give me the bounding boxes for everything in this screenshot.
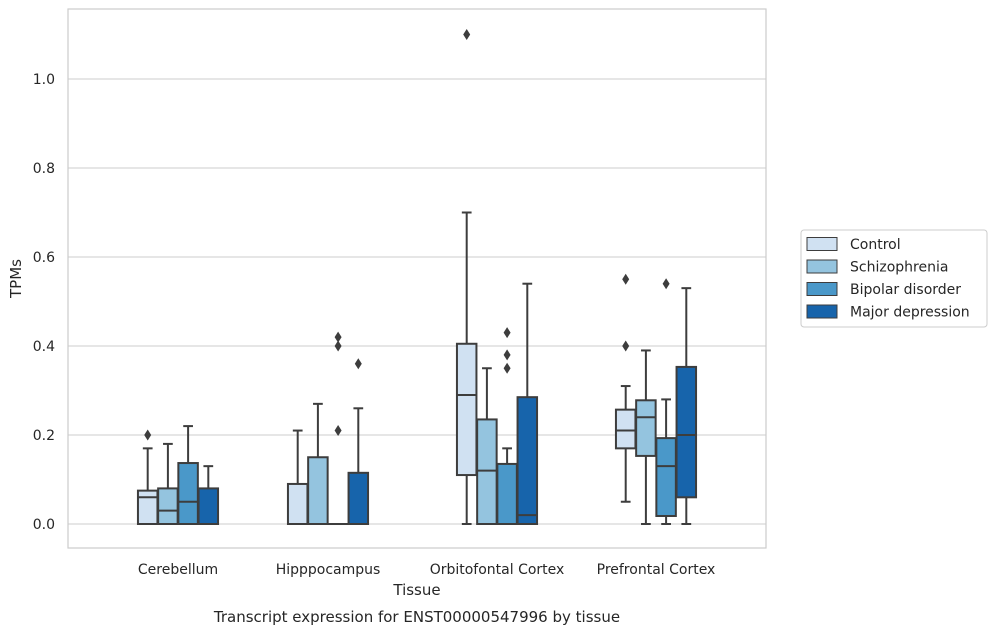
- box-body: [455, 342, 478, 477]
- outlier-point: [622, 340, 630, 352]
- box-body: [197, 487, 220, 525]
- x-axis-label: Tissue: [392, 581, 440, 599]
- x-tick-label: Cerebellum: [138, 562, 218, 578]
- outlier-point: [662, 278, 670, 290]
- box-schizophrenia: [635, 349, 657, 525]
- legend-label: Major depression: [850, 305, 970, 321]
- box-series: [136, 29, 698, 526]
- box-control: [136, 429, 159, 525]
- box-body: [177, 462, 199, 526]
- box-body: [655, 437, 677, 517]
- legend-swatch: [806, 259, 838, 274]
- legend-label: Control: [850, 237, 901, 253]
- legend-label: Bipolar disorder: [850, 282, 961, 298]
- y-tick-label: 0.4: [33, 339, 55, 355]
- box-control: [614, 273, 637, 503]
- box-body: [496, 462, 518, 525]
- y-axis-label: TPMs: [7, 259, 25, 299]
- box-body: [516, 396, 539, 525]
- outlier-point: [622, 273, 630, 285]
- outlier-point: [144, 429, 152, 441]
- box-body: [675, 365, 698, 499]
- chart-caption: Transcript expression for ENST0000054799…: [213, 608, 620, 626]
- box-schizophrenia: [307, 402, 329, 525]
- outlier-point: [503, 349, 511, 361]
- outlier-point: [334, 331, 342, 343]
- box-bipolar-disorder: [327, 331, 349, 526]
- box-major-depression: [347, 358, 370, 526]
- y-tick-label: 0.6: [33, 250, 55, 266]
- box-body: [307, 456, 329, 525]
- box-control: [286, 429, 309, 526]
- legend: Control Schizophrenia Bipolar disorder Majo…: [800, 229, 988, 328]
- box-body: [635, 399, 657, 457]
- box-major-depression: [516, 282, 539, 525]
- x-tick-label: Prefrontal Cortex: [597, 562, 716, 578]
- x-tick-label: Orbitofontal Cortex: [430, 562, 565, 578]
- box-bipolar-disorder: [177, 425, 199, 526]
- y-tick-label: 0.0: [33, 517, 55, 533]
- legend-swatch: [806, 304, 838, 319]
- x-tick-labels: Cerebellum Hipppocampus Orbitofontal Corte…: [138, 562, 715, 578]
- outlier-point: [334, 340, 342, 352]
- outlier-point: [463, 29, 471, 40]
- box-schizophrenia: [157, 442, 179, 525]
- outlier-point: [503, 362, 511, 374]
- legend-swatch: [806, 237, 838, 251]
- box-body: [286, 482, 309, 526]
- x-tick-label: Hipppocampus: [276, 562, 381, 578]
- legend-frame: [800, 229, 988, 328]
- box-body: [476, 418, 498, 525]
- legend-swatch: [806, 282, 838, 296]
- box-major-depression: [675, 287, 698, 525]
- box-body: [136, 489, 159, 525]
- y-tick-label: 0.8: [33, 161, 55, 177]
- box-bipolar-disorder: [655, 278, 677, 525]
- outlier-point: [503, 327, 511, 339]
- box-body: [614, 408, 637, 450]
- box-schizophrenia: [476, 367, 498, 525]
- box-control: [455, 29, 478, 525]
- outlier-point: [354, 358, 362, 370]
- box-body: [157, 487, 179, 525]
- plot-frame: [67, 8, 767, 549]
- box-bipolar-disorder: [496, 327, 518, 525]
- box-major-depression: [197, 465, 220, 525]
- legend-label: Schizophrenia: [850, 260, 948, 276]
- y-tick-label: 0.2: [33, 428, 55, 444]
- y-tick-label: 1.0: [33, 72, 55, 88]
- box-body: [347, 471, 370, 526]
- outlier-point: [334, 425, 342, 437]
- y-tick-labels: 0.0 0.2 0.4 0.6 0.8 1.0: [33, 72, 55, 533]
